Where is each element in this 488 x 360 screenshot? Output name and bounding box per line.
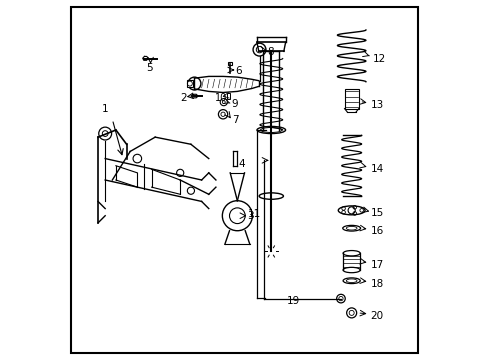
Text: 2: 2: [180, 93, 186, 103]
Text: 6: 6: [235, 66, 242, 76]
Ellipse shape: [338, 206, 365, 215]
Text: 14: 14: [370, 164, 383, 174]
Ellipse shape: [343, 251, 360, 256]
Ellipse shape: [343, 278, 360, 284]
Ellipse shape: [342, 225, 360, 231]
Text: 12: 12: [372, 54, 386, 64]
Ellipse shape: [260, 127, 282, 132]
Text: 3: 3: [247, 211, 253, 221]
Ellipse shape: [346, 226, 356, 230]
Ellipse shape: [259, 193, 283, 199]
Text: 1: 1: [102, 104, 108, 113]
Text: 8: 8: [267, 47, 274, 57]
Bar: [228, 63, 231, 65]
Text: 13: 13: [370, 100, 383, 110]
Text: 7: 7: [231, 115, 238, 125]
Text: 15: 15: [370, 208, 383, 218]
Text: 10: 10: [215, 93, 227, 103]
Text: 20: 20: [370, 311, 383, 321]
Bar: [186, 80, 193, 87]
Text: 17: 17: [370, 260, 383, 270]
Bar: [226, 93, 230, 99]
Text: 11: 11: [247, 209, 261, 219]
Text: 18: 18: [370, 279, 383, 289]
Text: 4: 4: [238, 159, 244, 169]
Ellipse shape: [257, 126, 285, 134]
Text: 16: 16: [370, 226, 383, 236]
Text: 9: 9: [230, 99, 237, 109]
Text: 19: 19: [286, 296, 299, 306]
Text: 5: 5: [145, 63, 152, 73]
Ellipse shape: [346, 279, 356, 283]
Bar: [344, 89, 358, 109]
Ellipse shape: [343, 267, 360, 273]
